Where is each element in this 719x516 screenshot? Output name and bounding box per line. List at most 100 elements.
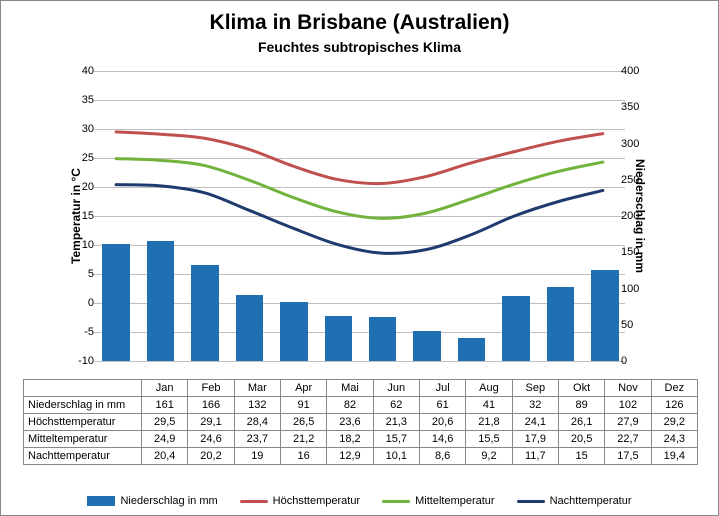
table-cell: 62 [373,397,419,414]
table-row: Nachttemperatur20,420,2191612,910,18,69,… [24,448,698,465]
y-tick-left: 30 [74,123,94,135]
table-month-header: Sep [512,380,558,397]
y-tick-left: 25 [74,152,94,164]
table-row: Mitteltemperatur24,924,623,721,218,215,7… [24,431,698,448]
table-cell: 23,7 [234,431,280,448]
table-cell: 12,9 [327,448,373,465]
table-cell: 20,4 [142,448,188,465]
table-cell: 23,6 [327,414,373,431]
y-tick-left: 0 [74,297,94,309]
table-row: Niederschlag in mm1611661329182626141328… [24,397,698,414]
table-row-label: Mitteltemperatur [24,431,142,448]
table-corner [24,380,142,397]
table-month-header: Mai [327,380,373,397]
legend-swatch [87,496,115,506]
table-cell: 161 [142,397,188,414]
table-row-label: Höchsttemperatur [24,414,142,431]
y-tick-left: 15 [74,210,94,222]
table-cell: 166 [188,397,234,414]
table-cell: 11,7 [512,448,558,465]
legend-swatch [517,500,545,503]
table-cell: 21,2 [280,431,326,448]
table-cell: 26,5 [280,414,326,431]
table-cell: 10,1 [373,448,419,465]
data-table: JanFebMarAprMaiJunJulAugSepOktNovDezNied… [23,379,698,465]
table-cell: 61 [419,397,465,414]
table-cell: 17,9 [512,431,558,448]
chart-subtitle: Feuchtes subtropisches Klima [1,39,718,55]
legend-item-high: Höchsttemperatur [240,495,360,507]
table-cell: 19,4 [651,448,697,465]
table-cell: 27,9 [605,414,651,431]
table-cell: 32 [512,397,558,414]
table-cell: 91 [280,397,326,414]
y-tick-left: 35 [74,94,94,106]
table-month-header: Nov [605,380,651,397]
table-cell: 21,8 [466,414,512,431]
table-cell: 41 [466,397,512,414]
legend-item-mid: Mitteltemperatur [382,495,494,507]
legend-swatch [382,500,410,503]
table-month-header: Jun [373,380,419,397]
table-cell: 29,5 [142,414,188,431]
legend-label: Niederschlag in mm [120,495,217,507]
legend-label: Nachttemperatur [550,495,632,507]
table-cell: 22,7 [605,431,651,448]
table-cell: 28,4 [234,414,280,431]
y-tick-left: 40 [74,65,94,77]
table-cell: 20,5 [558,431,604,448]
legend-label: Höchsttemperatur [273,495,360,507]
legend-item-precip: Niederschlag in mm [87,495,217,507]
table-cell: 102 [605,397,651,414]
table-month-header: Jan [142,380,188,397]
table-cell: 82 [327,397,373,414]
table-cell: 15,5 [466,431,512,448]
gridline [94,361,625,362]
legend-label: Mitteltemperatur [415,495,494,507]
plot-area [94,71,625,361]
table-month-header: Aug [466,380,512,397]
table-cell: 19 [234,448,280,465]
table-month-header: Feb [188,380,234,397]
chart-area: Temperatur in °C Niederschlag in mm -10-… [46,71,673,361]
table-cell: 16 [280,448,326,465]
climate-chart-container: Klima in Brisbane (Australien) Feuchtes … [0,0,719,516]
table-cell: 29,1 [188,414,234,431]
table-cell: 24,9 [142,431,188,448]
table-cell: 126 [651,397,697,414]
table-cell: 89 [558,397,604,414]
table-month-header: Okt [558,380,604,397]
table-row-label: Niederschlag in mm [24,397,142,414]
table-month-header: Dez [651,380,697,397]
table-cell: 15 [558,448,604,465]
table-cell: 21,3 [373,414,419,431]
table-row-label: Nachttemperatur [24,448,142,465]
y-tick-left: -10 [74,355,94,367]
table-cell: 9,2 [466,448,512,465]
legend-item-night: Nachttemperatur [517,495,632,507]
legend-swatch [240,500,268,503]
table-cell: 8,6 [419,448,465,465]
legend: Niederschlag in mm Höchsttemperatur Mittel… [1,495,718,507]
table-cell: 17,5 [605,448,651,465]
night-line [116,185,603,254]
y-tick-left: 5 [74,268,94,280]
table-cell: 26,1 [558,414,604,431]
table-cell: 24,6 [188,431,234,448]
y-tick-left: 10 [74,239,94,251]
table-cell: 20,6 [419,414,465,431]
table-month-header: Jul [419,380,465,397]
table-month-header: Mar [234,380,280,397]
high-line [116,132,603,184]
table-row: Höchsttemperatur29,529,128,426,523,621,3… [24,414,698,431]
y-tick-left: 20 [74,181,94,193]
table-cell: 132 [234,397,280,414]
table-cell: 14,6 [419,431,465,448]
table-cell: 29,2 [651,414,697,431]
table-cell: 20,2 [188,448,234,465]
table-cell: 18,2 [327,431,373,448]
table-cell: 15,7 [373,431,419,448]
lines-layer [94,71,625,361]
chart-title: Klima in Brisbane (Australien) [1,11,718,35]
y-tick-left: -5 [74,326,94,338]
